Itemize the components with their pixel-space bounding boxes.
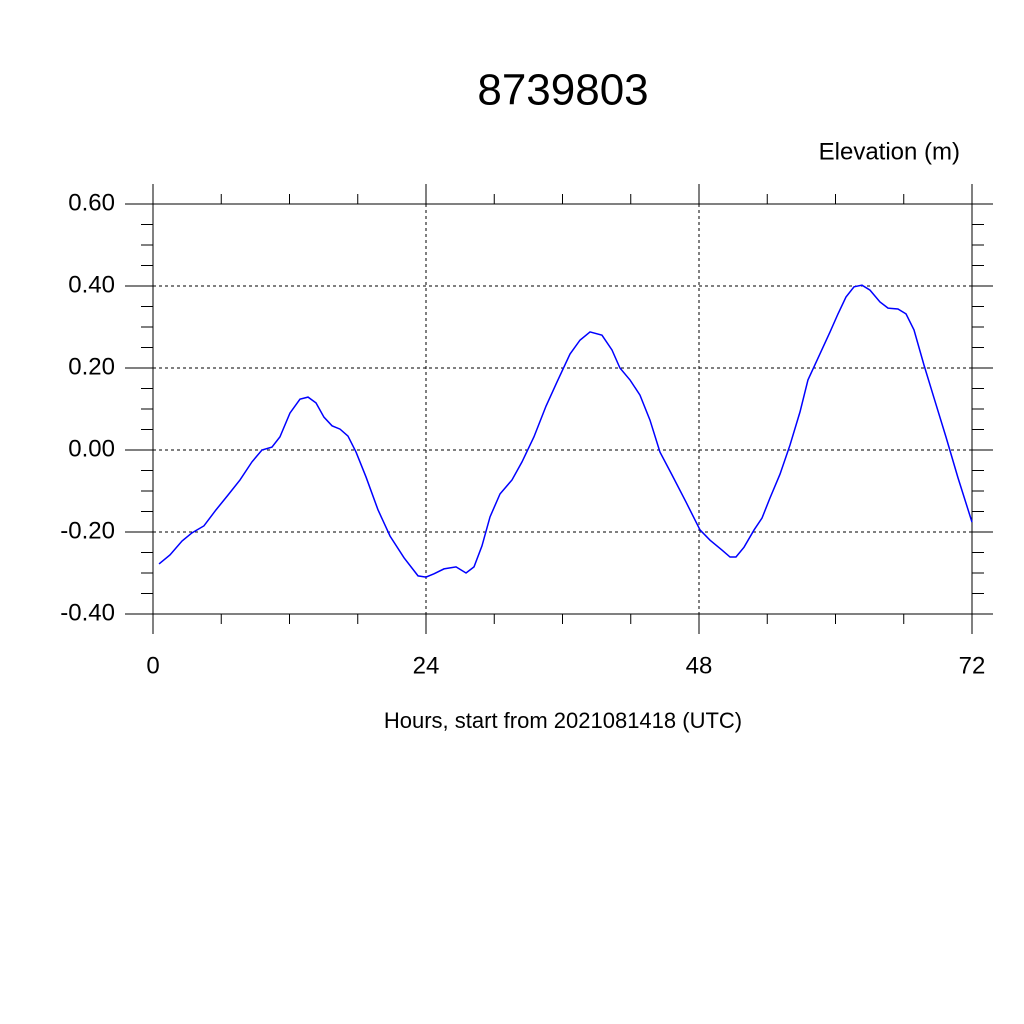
y-tick-label: 0.20 (68, 353, 115, 380)
x-tick-label: 0 (146, 652, 159, 679)
y-tick-label: 0.60 (68, 189, 115, 216)
y-axis-label: Elevation (m) (819, 138, 960, 165)
x-tick-label: 24 (413, 652, 440, 679)
y-tick-label: 0.40 (68, 271, 115, 298)
x-tick-label: 72 (959, 652, 986, 679)
y-tick-label: -0.20 (60, 517, 115, 544)
y-tick-label: 0.00 (68, 435, 115, 462)
chart-title: 8739803 (477, 66, 648, 115)
y-tick-label: -0.40 (60, 599, 115, 626)
x-tick-label: 48 (686, 652, 713, 679)
series-line (158, 284, 973, 578)
plot-frame (152, 203, 973, 615)
x-axis-label: Hours, start from 2021081418 (UTC) (384, 708, 742, 733)
